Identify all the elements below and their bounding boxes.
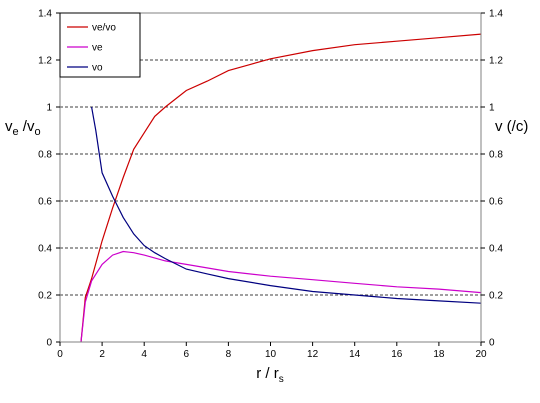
y-axis-left-title-main: v: [5, 118, 13, 135]
y-right-tick-label-0: 0: [489, 338, 495, 349]
x-tick-label-0: 0: [57, 349, 63, 360]
y-axis-left-title-sub1: e: [13, 126, 19, 138]
x-tick-label-7: 14: [349, 349, 361, 360]
legend-box: [59, 12, 141, 78]
legend-label-0: ve/vo: [92, 23, 116, 34]
series-lines: [80, 33, 482, 343]
y-right-tick-label-1: 0.2: [489, 291, 503, 302]
y-axis-left-ticks: 0 0.2 0.4 0.6 0.8 1 1.2 1.4: [38, 9, 60, 349]
y-left-tick-label-4: 0.8: [38, 150, 52, 161]
legend-label-2: vo: [92, 63, 103, 74]
y-right-tick-label-6: 1.2: [489, 56, 503, 67]
x-axis-title-sub: s: [279, 374, 284, 385]
x-tick-label-9: 18: [433, 349, 445, 360]
legend: ve/vo ve vo: [59, 12, 141, 78]
y-left-tick-label-6: 1.2: [38, 56, 52, 67]
y-right-tick-label-2: 0.4: [489, 244, 503, 255]
x-tick-label-1: 2: [99, 349, 105, 360]
legend-label-1: ve: [92, 43, 103, 54]
x-tick-label-4: 8: [226, 349, 232, 360]
y-axis-left-title: ve /vo: [5, 118, 41, 138]
series-line-0: [80, 33, 482, 343]
y-left-tick-label-3: 0.6: [38, 197, 52, 208]
x-tick-label-2: 4: [141, 349, 147, 360]
y-left-tick-label-0: 0: [46, 338, 52, 349]
x-tick-label-10: 20: [475, 349, 487, 360]
x-tick-label-8: 16: [391, 349, 403, 360]
y-left-tick-label-5: 1: [46, 103, 52, 114]
y-right-tick-label-3: 0.6: [489, 197, 503, 208]
y-right-tick-label-7: 1.4: [489, 9, 503, 20]
x-axis-title: r / rs: [256, 365, 284, 385]
y-left-tick-label-7: 1.4: [38, 9, 52, 20]
x-axis-ticks: 0 2 4 6 8 10 12 14 16 18 20: [57, 342, 487, 360]
y-axis-left-title-sub2: o: [34, 126, 40, 138]
y-axis-right-ticks: 0 0.2 0.4 0.6 0.8 1 1.2 1.4: [481, 9, 503, 349]
y-left-tick-label-2: 0.4: [38, 244, 52, 255]
y-left-tick-label-1: 0.2: [38, 291, 52, 302]
series-line-1: [80, 250, 482, 343]
x-tick-label-3: 6: [184, 349, 190, 360]
y-axis-left-title-mid: /v: [19, 118, 35, 135]
y-axis-right-title: v (/c): [495, 118, 528, 135]
series-line-2: [91, 106, 482, 304]
x-axis-title-main: r / r: [256, 365, 279, 382]
y-right-tick-label-5: 1: [489, 103, 495, 114]
y-right-tick-label-4: 0.8: [489, 150, 503, 161]
x-tick-label-6: 12: [307, 349, 319, 360]
x-tick-label-5: 10: [265, 349, 277, 360]
